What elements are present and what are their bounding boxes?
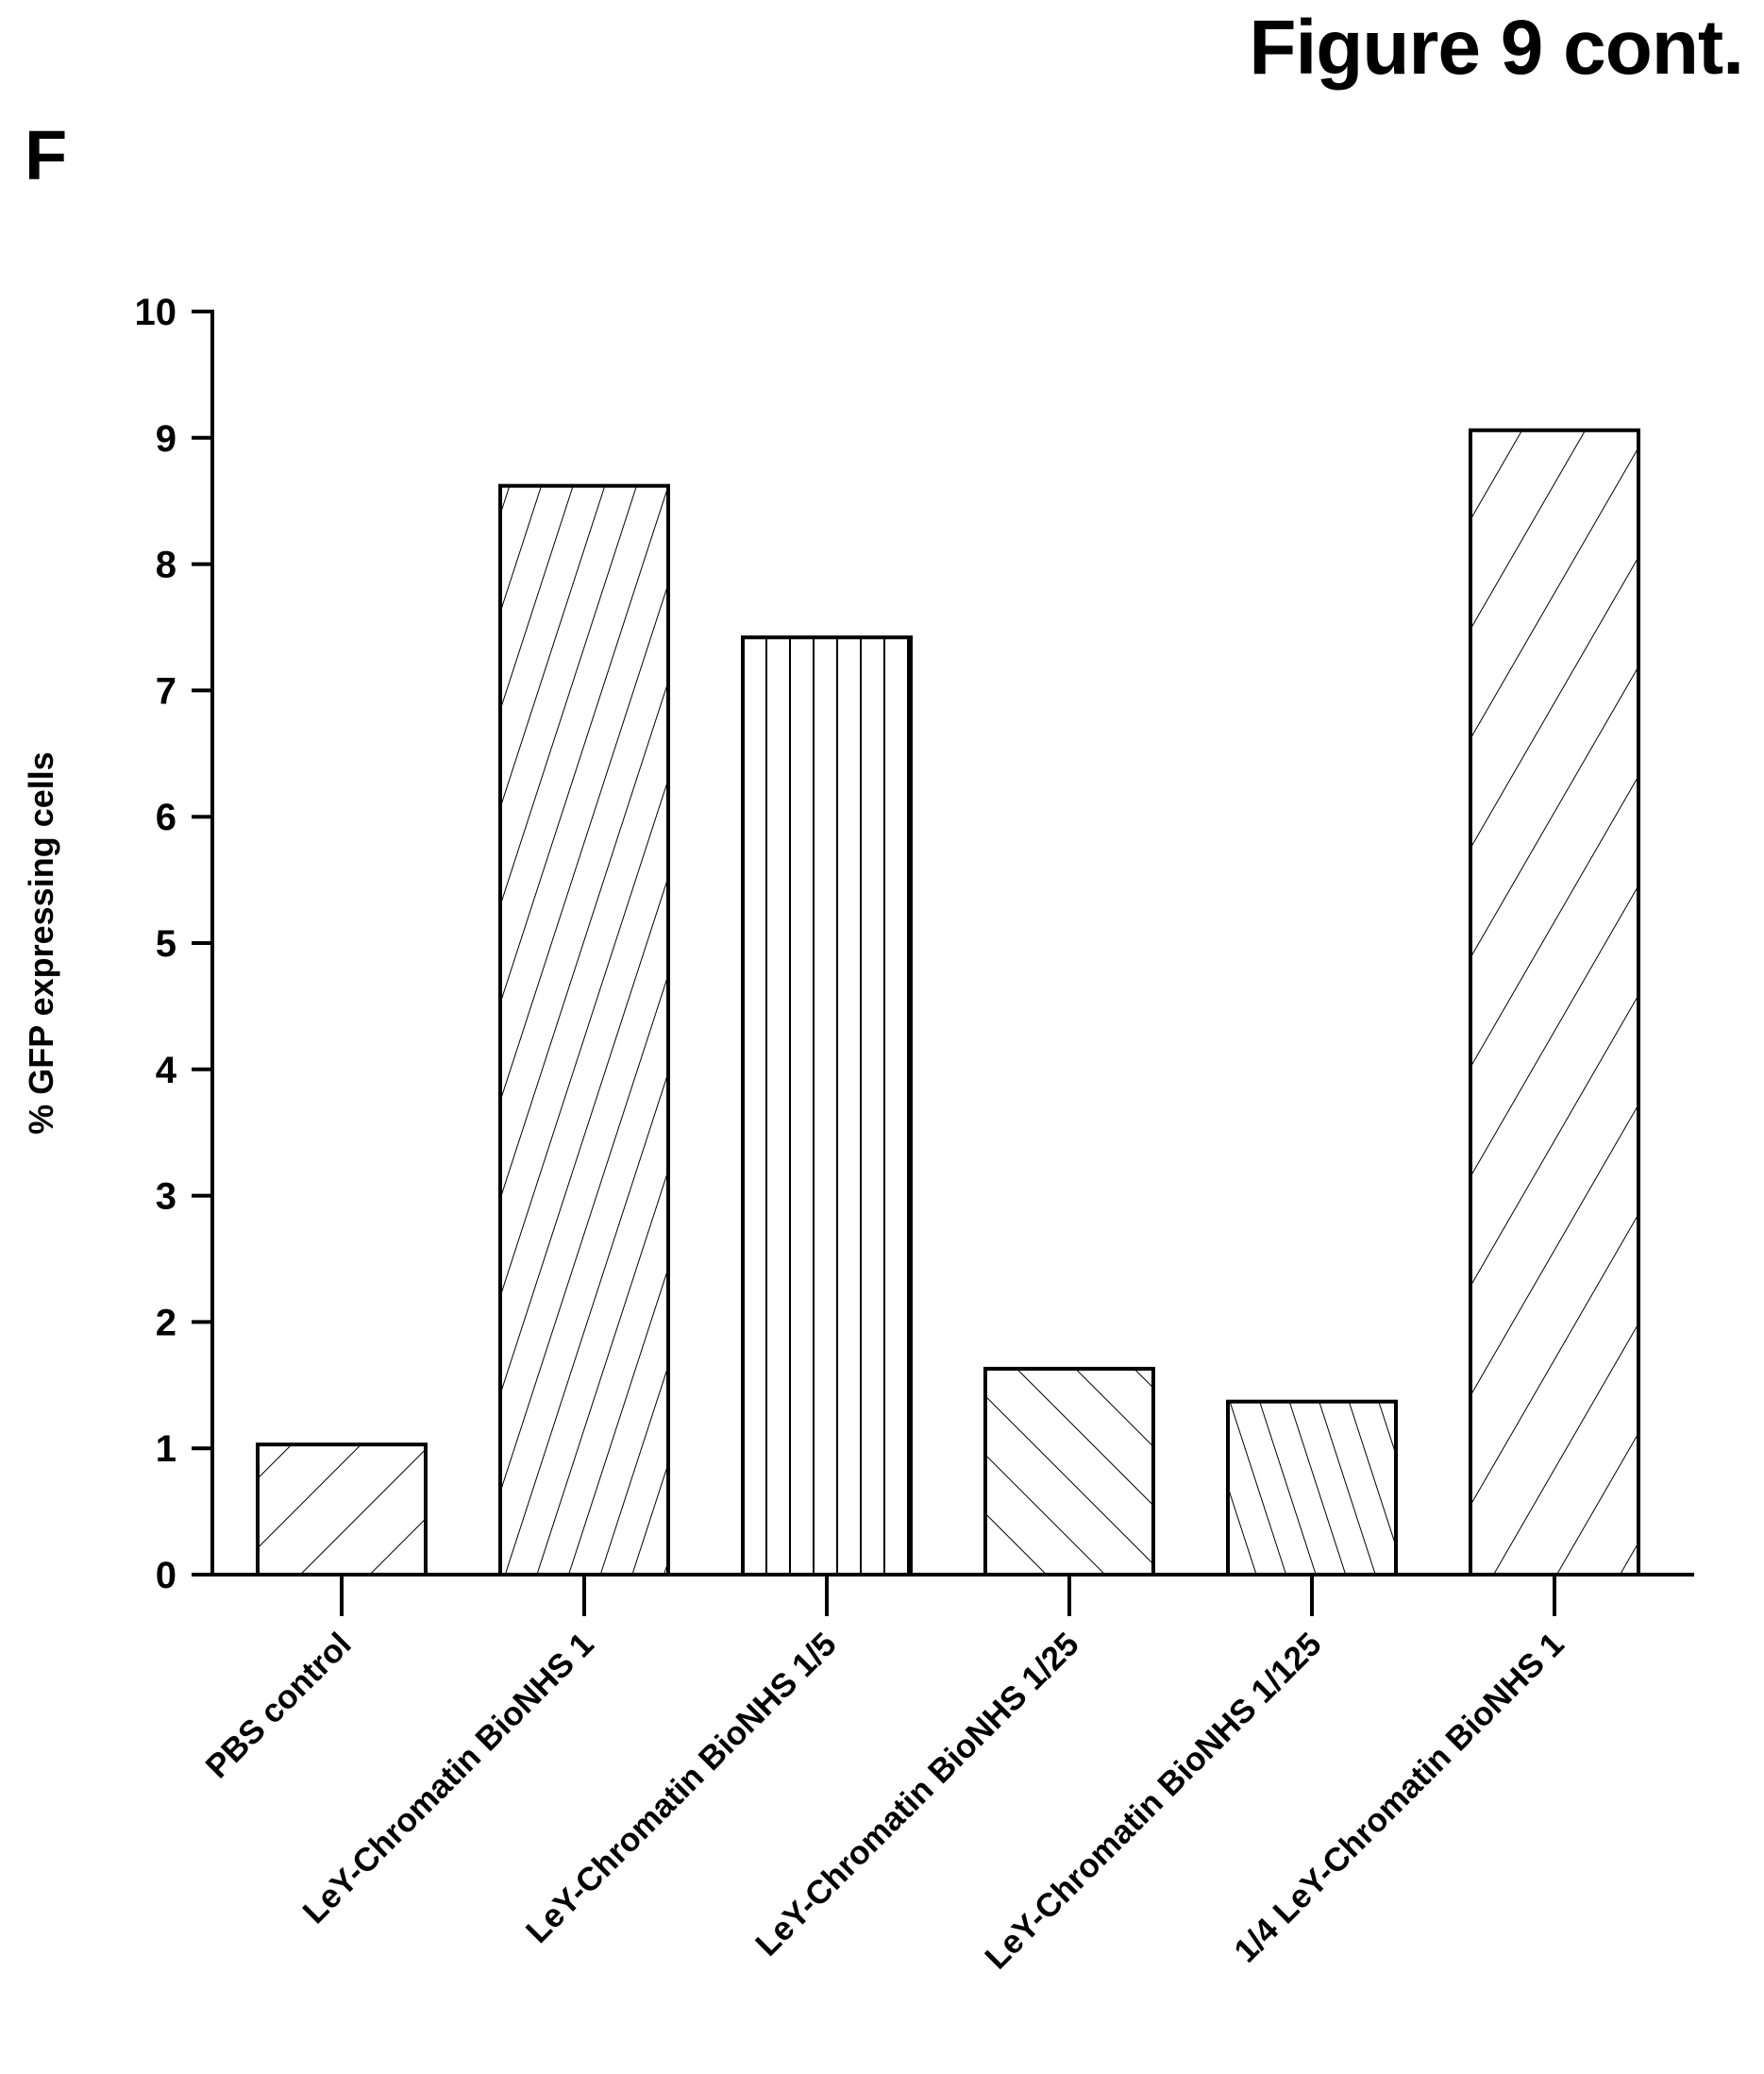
y-tick-label: 6: [156, 797, 176, 838]
bar-4: [983, 1366, 1155, 1577]
y-tick-label: 0: [156, 1555, 176, 1596]
bar-6: [1469, 428, 1640, 1577]
y-tick-label: 3: [156, 1176, 176, 1218]
y-tick-label: 4: [156, 1050, 177, 1091]
y-axis-title: % GFP expressing cells: [22, 751, 60, 1135]
bar-1: [256, 1442, 428, 1577]
y-tick-label: 9: [156, 418, 176, 460]
y-tick-label: 10: [135, 292, 177, 333]
y-tick-label: 2: [156, 1302, 176, 1343]
bar-3: [741, 635, 913, 1577]
y-tick-label: 7: [156, 670, 176, 712]
bar-5: [1226, 1399, 1398, 1577]
bar-2: [498, 483, 670, 1577]
y-tick-label: 1: [156, 1428, 176, 1470]
y-tick-label: 8: [156, 545, 176, 586]
bars-group: [256, 428, 1640, 1577]
y-ticks-group: 0 1 2 3 4 5 6 7 8 9 10: [135, 292, 212, 1596]
figure-label: Figure 9 cont.: [1249, 5, 1744, 91]
x-category-label: PBS control: [198, 1626, 358, 1785]
x-category-label: LeY-Chromatin BioNHS 1: [295, 1626, 600, 1931]
panel-letter: F: [25, 116, 68, 194]
y-tick-label: 5: [156, 923, 176, 965]
